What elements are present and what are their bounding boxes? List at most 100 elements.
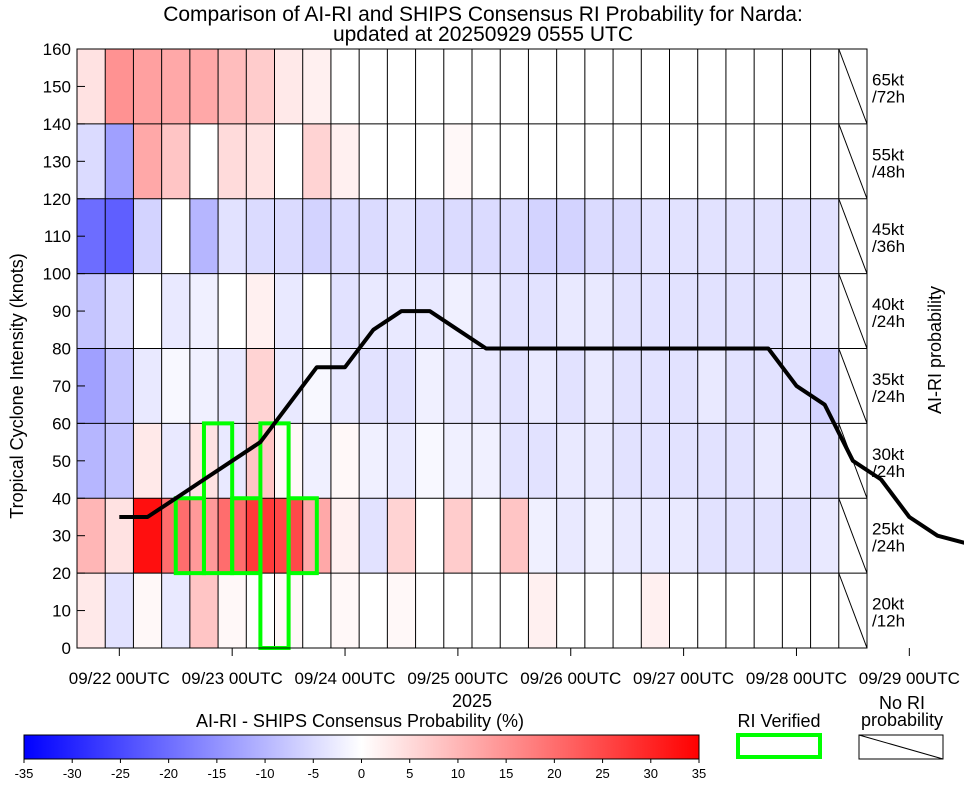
colorbar-ticks: -35 -30 -25 -20 -15 -10 -5 0 5 10 15 20 25 30 35 <box>15 759 706 781</box>
y-tick-label: 160 <box>43 40 71 59</box>
heatmap-cell <box>613 123 642 199</box>
heatmap-cell <box>528 498 557 574</box>
heatmap-cell <box>415 49 444 124</box>
heatmap-cell <box>556 348 585 424</box>
colorbar-tick-label: 25 <box>595 766 609 781</box>
heatmap-cell <box>161 348 190 424</box>
heatmap-cell <box>810 49 839 124</box>
heatmap-cell <box>556 423 585 499</box>
threshold-window-label: /24h <box>872 537 905 556</box>
heatmap-cell <box>697 49 726 124</box>
ri-verified-legend-label: RI Verified <box>737 711 820 731</box>
heatmap-cell <box>218 198 247 274</box>
heatmap-cell <box>754 273 783 349</box>
no-ri-diagonal <box>838 348 868 424</box>
y-axis-label: Tropical Cyclone Intensity (knots) <box>7 253 27 518</box>
heatmap-cell <box>359 498 388 574</box>
heatmap-cell <box>725 273 755 349</box>
threshold-window-label: /24h <box>872 312 905 331</box>
heatmap-cell <box>274 49 303 124</box>
heatmap-cell <box>161 198 190 274</box>
heatmap-cell <box>246 49 275 124</box>
ri-verified-box <box>286 496 319 576</box>
heatmap-cell <box>359 198 388 274</box>
heatmap-cell <box>584 423 614 499</box>
heatmap-cell <box>443 49 472 124</box>
threshold-label: 65kt <box>872 70 904 89</box>
threshold-label: 25kt <box>872 520 904 539</box>
no-ri-legend-diagonal <box>858 734 944 760</box>
heatmap-cell <box>472 273 501 349</box>
heatmap-cell <box>330 423 360 499</box>
no-ri-legend-label-line1: No RI <box>879 693 925 713</box>
threshold-label: 45kt <box>872 220 904 239</box>
no-ri-diagonal <box>838 273 868 349</box>
heatmap-cell <box>105 49 134 124</box>
y-tick-label: 130 <box>43 152 71 171</box>
heatmap-cell <box>613 573 642 648</box>
heatmap-cell <box>754 498 783 574</box>
heatmap-cell <box>302 573 331 648</box>
heatmap-cell <box>443 348 472 424</box>
heatmap-cell <box>725 498 755 574</box>
heatmap-cell <box>725 123 755 199</box>
threshold-label: 55kt <box>872 145 904 164</box>
heatmap-cell <box>161 423 190 499</box>
colorbar-tick-label: -10 <box>256 766 275 781</box>
x-tick-label: 09/24 00UTC <box>294 669 395 688</box>
heatmap-cell <box>500 498 529 574</box>
heatmap-cell <box>302 273 331 349</box>
heatmap-cell <box>246 348 275 424</box>
heatmap-cell <box>189 273 219 349</box>
heatmap-cell <box>810 573 839 648</box>
heatmap-cell <box>754 123 783 199</box>
colorbar-tick-label: -15 <box>207 766 226 781</box>
colorbar-tick-label: 20 <box>547 766 561 781</box>
heatmap-cell <box>218 49 247 124</box>
y-tick-label: 0 <box>62 639 71 658</box>
x-tick-label: 09/22 00UTC <box>69 669 170 688</box>
threshold-label: 30kt <box>872 445 904 464</box>
heatmap-cell <box>105 423 134 499</box>
colorbar-tick-label: 5 <box>406 766 413 781</box>
heatmap-cell <box>415 423 444 499</box>
heatmap-cell <box>133 573 162 648</box>
heatmap-cell <box>500 423 529 499</box>
chart-subtitle: updated at 20250929 0555 UTC <box>333 23 633 46</box>
heatmap-cell <box>133 273 162 349</box>
x-tick-label: 09/26 00UTC <box>520 669 621 688</box>
heatmap-cell <box>415 123 444 199</box>
heatmap-cell <box>359 573 388 648</box>
colorbar-tick-label: -5 <box>308 766 320 781</box>
heatmap-cell <box>782 498 811 574</box>
heatmap-cell <box>584 123 614 199</box>
heatmap-cell <box>584 498 614 574</box>
heatmap-cell <box>810 198 839 274</box>
heatmap-cell <box>613 348 642 424</box>
heatmap-cell <box>613 198 642 274</box>
heatmap-cell <box>782 273 811 349</box>
colorbar-tick-label: 35 <box>692 766 706 781</box>
heatmap-cell <box>443 573 472 648</box>
heatmap-cell <box>330 273 360 349</box>
y-tick-label: 140 <box>43 115 71 134</box>
heatmap-cell <box>669 273 698 349</box>
heatmap-cell <box>218 573 247 648</box>
heatmap-cell <box>697 573 726 648</box>
heatmap-cell <box>330 498 360 574</box>
heatmap-cell <box>782 573 811 648</box>
x-tick-label: 09/25 00UTC <box>407 669 508 688</box>
x-axis-year-label: 2025 <box>452 691 492 711</box>
heatmap-cell <box>528 49 557 124</box>
heatmap-cell <box>669 198 698 274</box>
threshold-label: 35kt <box>872 370 904 389</box>
heatmap-cell <box>528 348 557 424</box>
heatmap-cell <box>669 573 698 648</box>
heatmap-cell <box>697 498 726 574</box>
heatmap-cell <box>782 423 811 499</box>
heatmap-cell <box>669 348 698 424</box>
heatmap-cell <box>387 573 416 648</box>
heatmap-cell <box>133 123 162 199</box>
heatmap-cell <box>105 123 134 199</box>
